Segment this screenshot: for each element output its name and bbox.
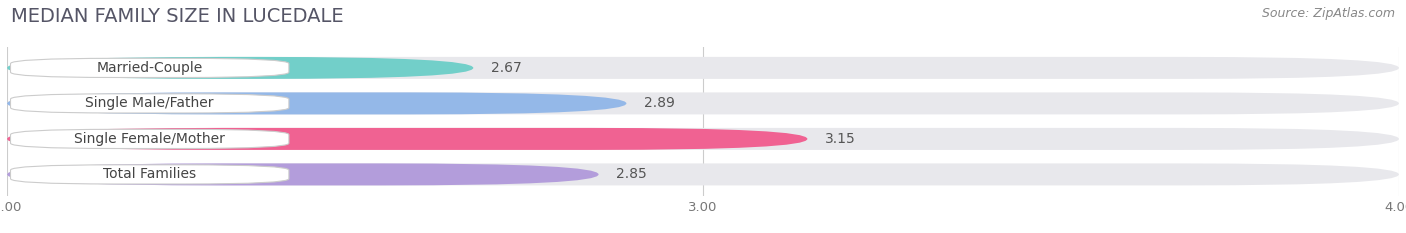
Text: Single Male/Father: Single Male/Father (86, 96, 214, 110)
FancyBboxPatch shape (7, 93, 1399, 114)
FancyBboxPatch shape (10, 129, 288, 148)
Text: Married-Couple: Married-Couple (97, 61, 202, 75)
FancyBboxPatch shape (7, 128, 1399, 150)
Text: MEDIAN FAMILY SIZE IN LUCEDALE: MEDIAN FAMILY SIZE IN LUCEDALE (11, 7, 344, 26)
FancyBboxPatch shape (7, 163, 1399, 185)
FancyBboxPatch shape (7, 57, 1399, 79)
Text: 2.89: 2.89 (644, 96, 675, 110)
Text: Source: ZipAtlas.com: Source: ZipAtlas.com (1261, 7, 1395, 20)
Text: 2.67: 2.67 (491, 61, 522, 75)
FancyBboxPatch shape (10, 165, 288, 184)
Text: 2.85: 2.85 (616, 168, 647, 182)
FancyBboxPatch shape (7, 163, 599, 185)
FancyBboxPatch shape (10, 58, 288, 78)
Text: Total Families: Total Families (103, 168, 197, 182)
FancyBboxPatch shape (7, 93, 627, 114)
Text: 3.15: 3.15 (825, 132, 855, 146)
FancyBboxPatch shape (7, 128, 807, 150)
FancyBboxPatch shape (10, 94, 288, 113)
Text: Single Female/Mother: Single Female/Mother (75, 132, 225, 146)
FancyBboxPatch shape (7, 57, 474, 79)
